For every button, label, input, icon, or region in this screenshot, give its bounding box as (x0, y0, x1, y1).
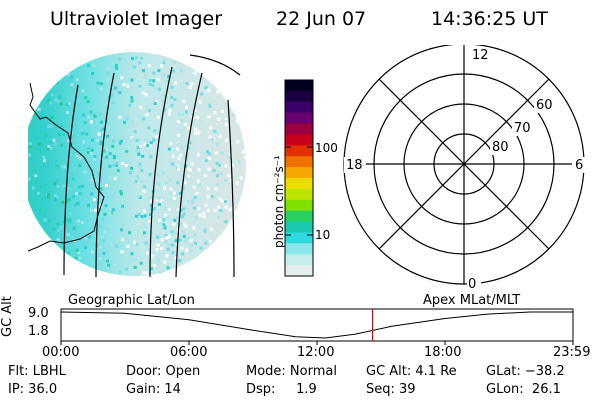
timeline-right-label: Apex MLat/MLT (423, 293, 521, 308)
colorbar-segment (285, 243, 313, 255)
status-gc-alt: GC Alt: 4.1 Re (366, 364, 457, 379)
longitude-line (149, 66, 173, 278)
colorbar-segment (285, 134, 313, 146)
colorbar-segment (285, 221, 313, 234)
colorbar-segment (285, 188, 313, 201)
timeline-left-label: Geographic Lat/Lon (68, 293, 195, 308)
mlt-label-18: 18 (346, 158, 363, 173)
colorbar-segment (285, 167, 313, 179)
colorbar-segment (285, 199, 313, 212)
date-label: 22 Jun 07 (276, 8, 367, 30)
lat-label-60: 60 (536, 98, 553, 113)
instrument-title: Ultraviolet Imager (50, 8, 223, 30)
status-flt: Flt: LBHL (8, 364, 66, 379)
colorbar-segment (285, 112, 313, 125)
x-tick-label: 12:00 (297, 345, 335, 360)
mlt-label-6: 6 (575, 158, 583, 173)
colorbar-segment (285, 145, 313, 157)
time-label: 14:36:25 UT (431, 8, 548, 30)
longitude-line (63, 84, 79, 276)
polar-plot: 12 18 6 0 60 70 80 (343, 45, 586, 290)
timeline-plot (60, 308, 574, 345)
status-door: Door: Open (126, 364, 201, 379)
latitude-line (189, 54, 241, 76)
x-tick-label: 23:59 (553, 345, 591, 360)
status-mode: Mode: Normal (246, 364, 337, 379)
colorbar (284, 79, 314, 277)
lat-label-70: 70 (514, 121, 531, 136)
uv-image-panel (0, 45, 246, 285)
longitude-line (95, 72, 115, 278)
status-seq: Seq: 39 (366, 382, 416, 397)
status-glon: GLon: 26.1 (486, 382, 561, 397)
colorbar-unit-label: photon cm⁻²s⁻¹ (272, 155, 286, 248)
x-tick-label: 06:00 (170, 345, 208, 360)
status-glat: GLat: −38.2 (486, 364, 565, 379)
colorbar-segment (285, 254, 313, 266)
x-tick-label: 18:00 (424, 345, 462, 360)
colorbar-segment (285, 210, 313, 223)
status-gain: Gain: 14 (126, 382, 181, 397)
mlt-label-12: 12 (472, 48, 489, 63)
status-ip: IP: 36.0 (8, 382, 58, 397)
colorbar-tick-10: 10 (315, 228, 331, 242)
gc-alt-curve (60, 311, 573, 339)
timeline-y-max: 9.0 (28, 306, 49, 321)
timeline-axis-title: GC Alt (0, 296, 15, 337)
x-tick-label: 00:00 (42, 345, 80, 360)
timeline-y-min: 1.8 (28, 324, 49, 339)
colorbar-segment (285, 232, 313, 244)
colorbar-segment (285, 265, 313, 277)
mlt-label-0: 0 (468, 277, 476, 290)
status-dsp: Dsp: 1.9 (246, 382, 317, 397)
colorbar-segment (285, 80, 313, 92)
colorbar-segment (285, 156, 313, 168)
colorbar-segment (285, 178, 313, 190)
colorbar-tick-100: 100 (315, 141, 338, 155)
lat-label-80: 80 (492, 140, 509, 155)
colorbar-segment (285, 90, 313, 103)
longitude-line (227, 99, 235, 278)
colorbar-segment (285, 101, 313, 114)
longitude-line (175, 72, 203, 278)
colorbar-segment (285, 123, 313, 136)
